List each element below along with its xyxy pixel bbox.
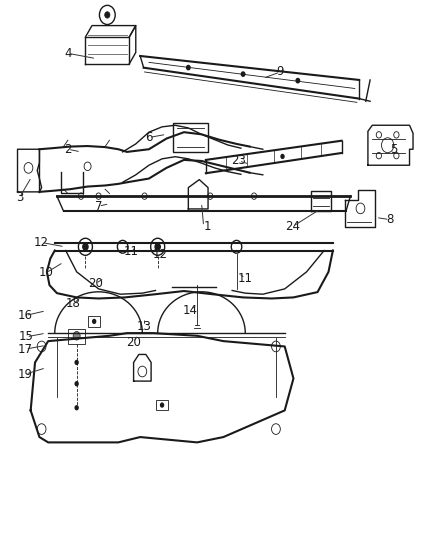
Text: 20: 20 [88,277,103,290]
Circle shape [74,381,79,386]
Circle shape [105,12,110,18]
Text: 17: 17 [18,343,33,356]
Text: 11: 11 [238,272,253,285]
Text: 19: 19 [18,368,33,381]
Circle shape [83,244,88,250]
Circle shape [296,78,300,83]
Text: 8: 8 [386,213,393,226]
Circle shape [280,154,285,159]
Text: 24: 24 [285,220,300,233]
Circle shape [92,319,96,324]
Text: 14: 14 [183,304,198,317]
Text: 4: 4 [64,47,72,60]
Text: 5: 5 [391,143,398,156]
Text: 7: 7 [95,200,102,213]
Text: 1: 1 [204,220,211,233]
Text: 9: 9 [276,66,284,78]
Circle shape [155,244,160,250]
Circle shape [241,72,245,76]
Text: 15: 15 [19,330,34,343]
Text: 16: 16 [18,309,33,322]
Text: 18: 18 [66,297,81,310]
Circle shape [187,66,190,70]
Text: 20: 20 [126,336,141,349]
Text: 3: 3 [16,191,23,204]
Text: 12: 12 [152,248,167,261]
Text: 2: 2 [64,143,72,156]
Circle shape [74,405,79,410]
Circle shape [73,332,80,340]
Circle shape [74,360,79,365]
Text: 23: 23 [231,155,246,167]
Text: 6: 6 [145,131,153,144]
Text: 13: 13 [137,320,152,333]
Text: 11: 11 [124,245,139,258]
Circle shape [160,402,164,408]
Text: 12: 12 [34,236,49,249]
Text: 10: 10 [39,266,53,279]
